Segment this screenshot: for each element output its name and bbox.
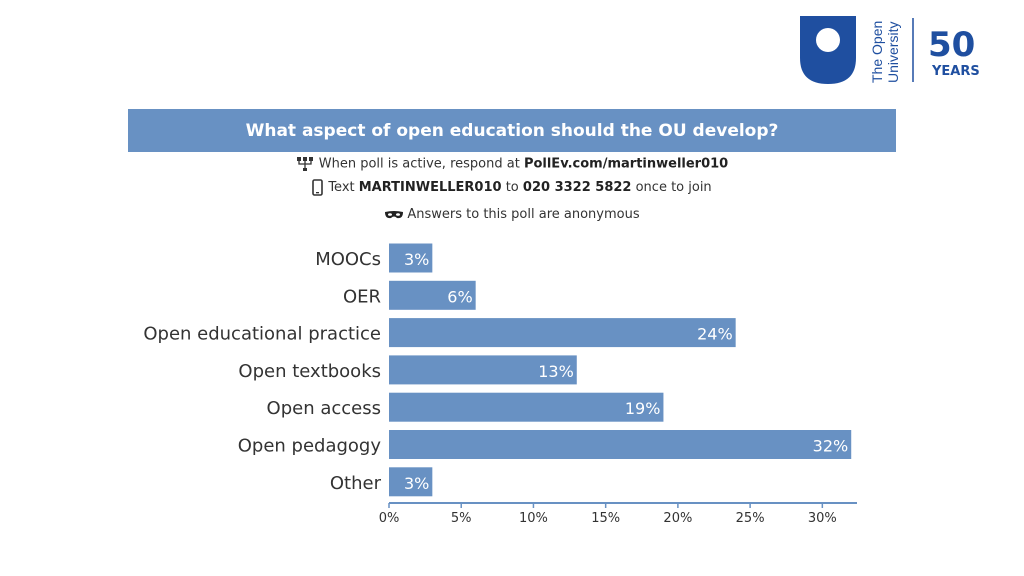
text-suffix: once to join — [631, 180, 712, 195]
bar-0 — [389, 243, 433, 273]
category-label: Open pedagogy — [238, 436, 382, 457]
value-label: 13% — [538, 362, 574, 381]
open-university-50-years-logo: The Open University 50 YEARS — [800, 16, 980, 84]
value-label: 32% — [813, 437, 849, 456]
category-label: Open access — [267, 398, 381, 419]
x-tick-label: 25% — [736, 511, 765, 526]
x-tick-label: 10% — [519, 511, 548, 526]
x-tick-label: 5% — [451, 511, 472, 526]
svg-text:The Open: The Open — [869, 21, 885, 83]
value-label: 3% — [404, 250, 429, 269]
poll-title-banner: What aspect of open education should the… — [128, 109, 896, 152]
category-label: Open textbooks — [238, 361, 381, 382]
bar-4 — [389, 392, 664, 422]
x-tick-label: 30% — [808, 511, 837, 526]
text-instruction: Text MARTINWELLER010 to 020 3322 5822 on… — [128, 179, 896, 196]
text-prefix: Text — [328, 180, 359, 195]
respond-url[interactable]: PollEv.com/martinweller010 — [523, 156, 729, 172]
category-label: MOOCs — [315, 249, 381, 270]
svg-text:YEARS: YEARS — [931, 64, 980, 79]
value-label: 19% — [625, 399, 661, 418]
category-label: Open educational practice — [143, 324, 381, 345]
value-label: 24% — [697, 325, 733, 344]
poll-title: What aspect of open education should the… — [245, 120, 779, 141]
phone-icon — [312, 179, 324, 196]
x-tick-label: 0% — [379, 511, 400, 526]
bar-1 — [389, 280, 476, 310]
bar-5 — [389, 430, 852, 459]
anonymous-notice: Answers to this poll are anonymous — [128, 207, 896, 222]
category-label: OER — [343, 286, 381, 307]
mask-icon — [385, 210, 404, 218]
text-number: 020 3322 5822 — [522, 180, 632, 195]
bar-3 — [389, 355, 577, 385]
respond-instruction: When poll is active, respond at PollEv.c… — [128, 156, 896, 172]
x-tick-label: 15% — [591, 511, 620, 526]
respond-prefix: When poll is active, respond at — [318, 156, 524, 172]
bar-2 — [389, 318, 736, 348]
value-label: 3% — [404, 474, 429, 493]
text-middle: to — [501, 180, 523, 195]
x-tick-label: 20% — [663, 511, 692, 526]
anonymous-note: Answers to this poll are anonymous — [407, 207, 640, 222]
svg-text:50: 50 — [928, 25, 975, 65]
category-label: Other — [330, 473, 382, 494]
svg-text:University: University — [885, 22, 901, 83]
bar-6 — [389, 467, 433, 497]
text-code: MARTINWELLER010 — [358, 180, 502, 195]
value-label: 6% — [447, 287, 472, 306]
poll-network-icon — [296, 157, 313, 171]
